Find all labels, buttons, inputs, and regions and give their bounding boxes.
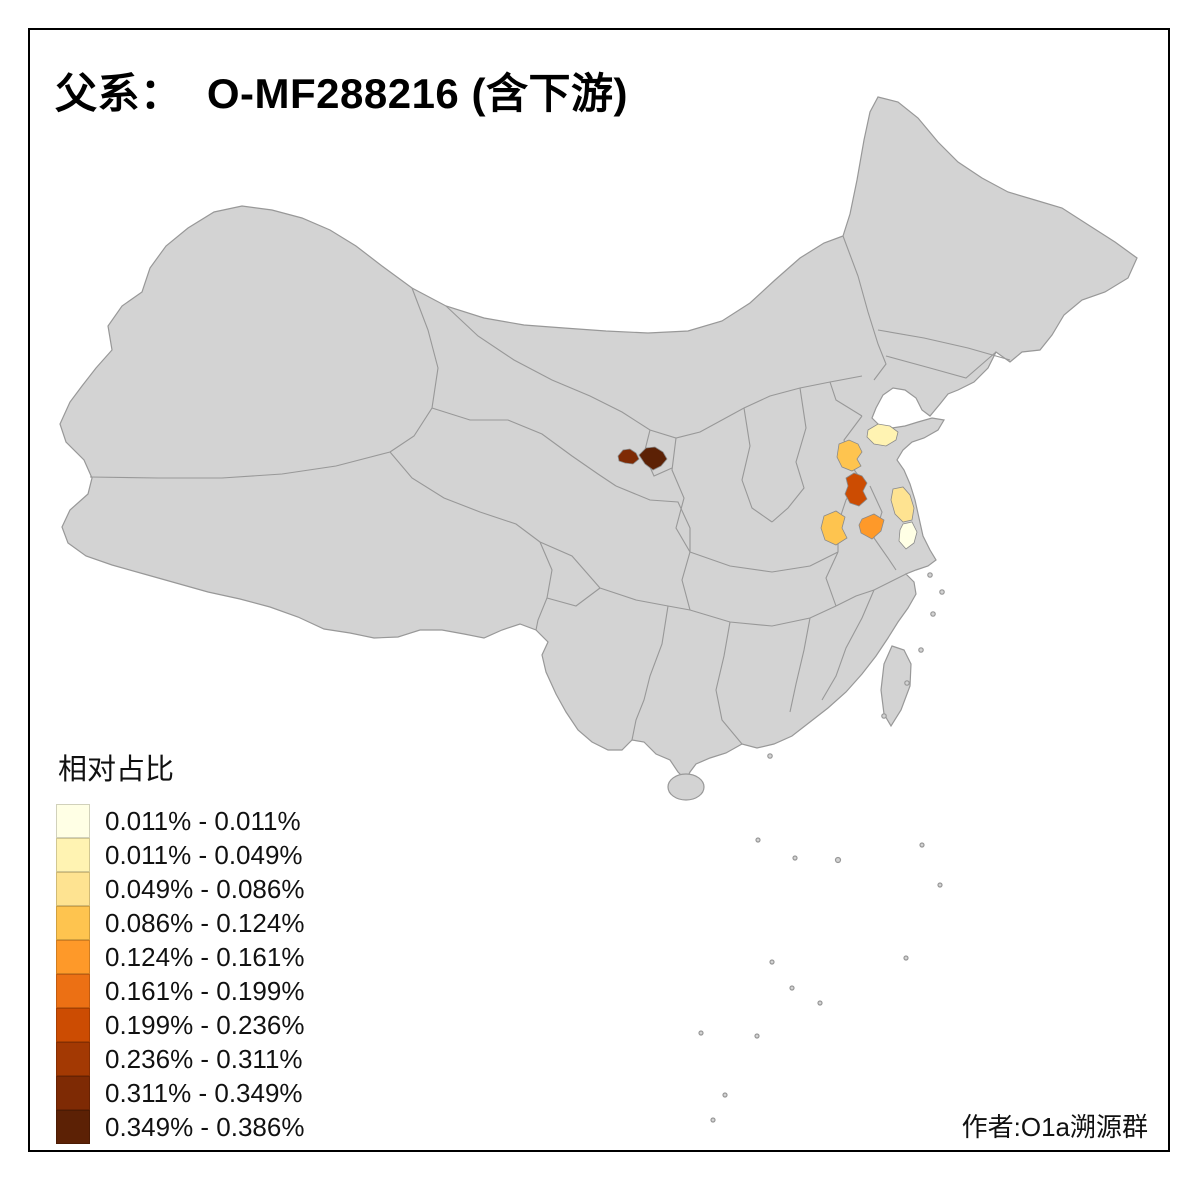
- author-credit: 作者:O1a溯源群: [961, 1112, 1148, 1142]
- china-landmass: [59, 96, 1138, 1123]
- legend-label: 0.049% - 0.086%: [105, 873, 305, 904]
- legend-label: 0.011% - 0.011%: [105, 805, 301, 836]
- legend-item: 0.161% - 0.199%: [56, 974, 304, 1008]
- legend-item: 0.349% - 0.386%: [56, 1110, 304, 1144]
- legend-swatch: [56, 1076, 90, 1110]
- legend-swatch: [56, 906, 90, 940]
- region-gansu-east: [638, 446, 668, 471]
- highlighted-regions: [617, 423, 918, 550]
- legend-item: 0.011% - 0.049%: [56, 838, 304, 872]
- region-anhui-north: [820, 510, 848, 546]
- page-title: 父系： O-MF288216 (含下游): [55, 70, 628, 117]
- region-xuzhou: [844, 472, 868, 507]
- legend-item: 0.199% - 0.236%: [56, 1008, 304, 1042]
- region-anhui-chuzhou: [858, 513, 885, 540]
- legend-label: 0.199% - 0.236%: [105, 1009, 305, 1040]
- coastal-islands: [767, 572, 945, 759]
- south-china-sea-islands: [698, 837, 943, 1123]
- legend-label: 0.236% - 0.311%: [105, 1043, 303, 1074]
- legend-item: 0.011% - 0.011%: [56, 804, 304, 838]
- region-jiangsu-coast-south: [898, 521, 918, 550]
- legend-swatch: [56, 804, 90, 838]
- legend-item: 0.049% - 0.086%: [56, 872, 304, 906]
- legend-label: 0.349% - 0.386%: [105, 1111, 305, 1142]
- legend-item: 0.236% - 0.311%: [56, 1042, 304, 1076]
- region-jiangsu-coast-north: [890, 486, 915, 523]
- legend-item: 0.086% - 0.124%: [56, 906, 304, 940]
- region-jining: [836, 439, 863, 472]
- legend-swatch: [56, 1042, 90, 1076]
- plot-frame: [28, 28, 1170, 1152]
- legend-swatch: [56, 872, 90, 906]
- legend-title: 相对占比: [58, 754, 175, 786]
- legend-swatch: [56, 838, 90, 872]
- province-borders: [89, 235, 1011, 745]
- legend-label: 0.161% - 0.199%: [105, 975, 305, 1006]
- legend-label: 0.086% - 0.124%: [105, 907, 305, 938]
- legend-label: 0.124% - 0.161%: [105, 941, 305, 972]
- legend-swatch: [56, 940, 90, 974]
- region-gansu-west: [617, 448, 640, 465]
- taiwan-island: [880, 645, 912, 728]
- legend-item: 0.124% - 0.161%: [56, 940, 304, 974]
- legend-swatch: [56, 974, 90, 1008]
- legend-label: 0.011% - 0.049%: [105, 839, 303, 870]
- legend-label: 0.311% - 0.349%: [105, 1077, 303, 1108]
- legend-swatch: [56, 1008, 90, 1042]
- legend-swatch: [56, 1110, 90, 1144]
- china-outline: [59, 96, 1138, 782]
- hainan-island: [667, 773, 705, 801]
- legend: 相对占比 0.011% - 0.011% 0.011% - 0.049% 0.0…: [56, 746, 304, 1144]
- region-shandong-central: [866, 423, 899, 447]
- legend-item: 0.311% - 0.349%: [56, 1076, 304, 1110]
